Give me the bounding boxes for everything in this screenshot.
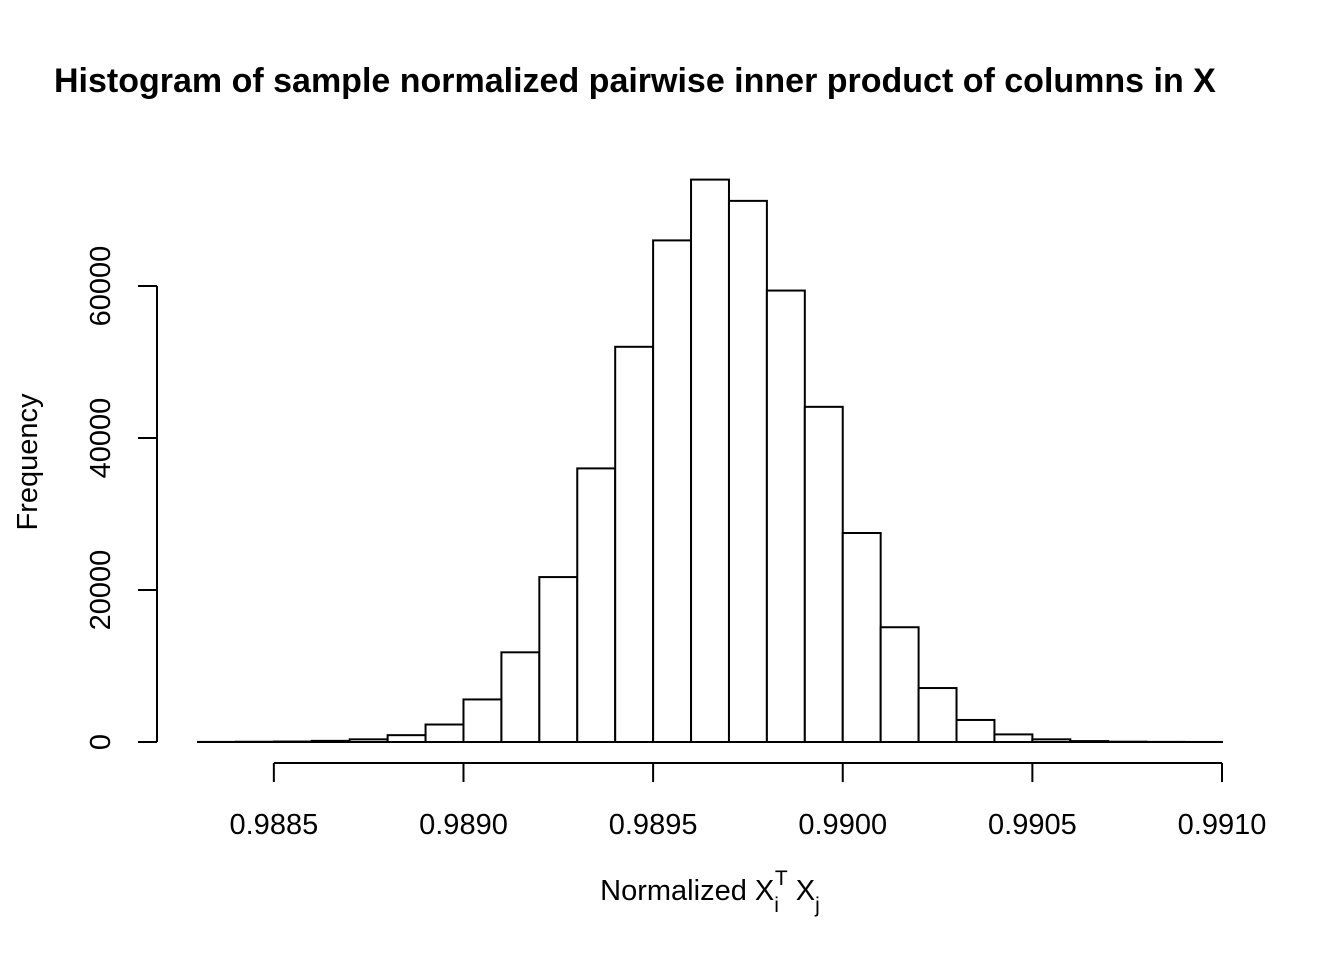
x-axis-label-mid: X (788, 875, 815, 907)
histogram-bar (803, 405, 844, 743)
histogram-bar (765, 289, 806, 743)
y-axis-label: Frequency (12, 393, 44, 531)
x-tick-label: 0.9890 (419, 809, 508, 841)
histogram-bar (1031, 738, 1072, 744)
y-axis: 0 20000 40000 60000 (85, 246, 158, 750)
histogram-bar (993, 733, 1034, 744)
histogram-bar (1069, 740, 1110, 744)
histogram-bar (727, 199, 768, 743)
x-axis: 0.9885 0.9890 0.9895 0.9900 0.9905 0.9910 (230, 762, 1267, 841)
histogram-bar (879, 626, 920, 743)
histogram-bar (652, 239, 693, 743)
y-tick-label: 60000 (85, 246, 117, 327)
x-axis-label-prefix: Normalized X (600, 875, 774, 907)
histogram-bar (462, 698, 503, 744)
histogram-bar (386, 734, 427, 743)
histogram-bar (841, 532, 882, 743)
y-tick-label: 20000 (85, 550, 117, 631)
histogram-bar (917, 687, 958, 743)
x-tick-label: 0.9900 (798, 809, 887, 841)
x-axis-label-sup-t: T (775, 867, 788, 890)
x-axis-label-sub-i: i (774, 894, 779, 917)
x-tick-label: 0.9910 (1178, 809, 1267, 841)
histogram-bar (424, 723, 465, 744)
histogram-bar (348, 738, 389, 744)
chart-title: Histogram of sample normalized pairwise … (54, 62, 1216, 100)
x-tick-label: 0.9895 (609, 809, 698, 841)
x-tick-label: 0.9885 (230, 809, 319, 841)
histogram-bar (690, 178, 730, 744)
y-tick-label: 40000 (85, 398, 117, 479)
histogram-bar (538, 576, 579, 744)
histogram-bar (614, 345, 655, 743)
histogram-bar (500, 651, 541, 744)
y-tick-label: 0 (85, 734, 117, 750)
histogram-bar (576, 467, 617, 743)
histogram-bar (310, 739, 351, 743)
histogram-bar (955, 718, 996, 744)
x-axis-label: Normalized XiT Xj (600, 867, 820, 917)
x-axis-label-sub-j: j (814, 894, 820, 917)
x-tick-label: 0.9905 (988, 809, 1077, 841)
histogram-bars (197, 178, 1223, 744)
